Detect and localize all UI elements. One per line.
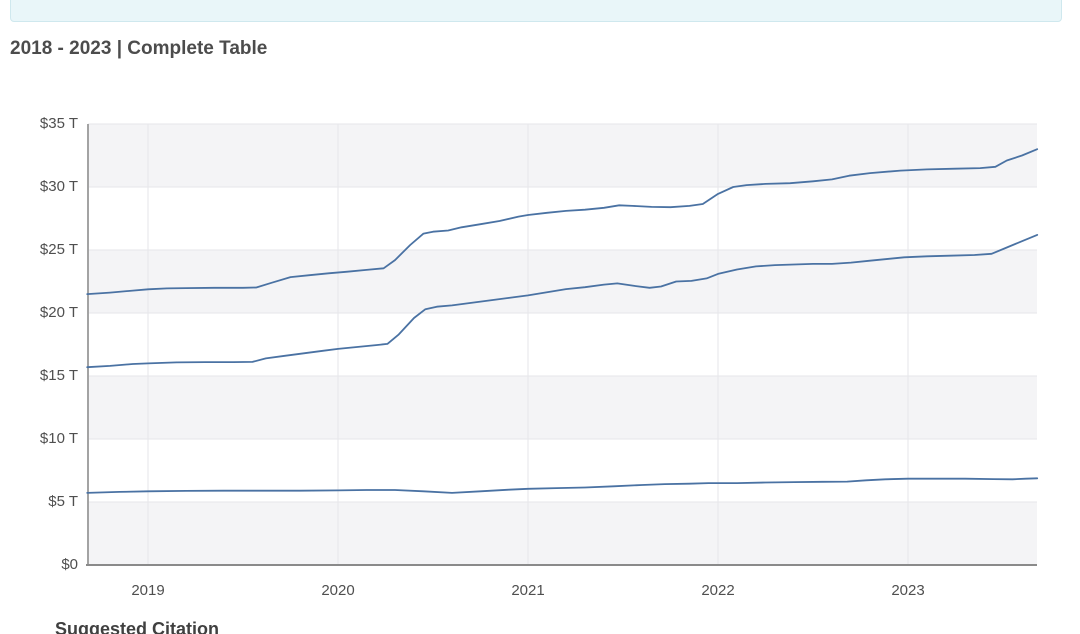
citation-heading: Suggested Citation: [55, 619, 220, 634]
band-10-15: [88, 376, 1037, 439]
y-tick-label-25: $25 T: [39, 241, 78, 258]
y-tick-label-0: $0: [61, 556, 78, 573]
info-banner: [10, 0, 1062, 22]
band-20-25: [88, 250, 1037, 313]
y-tick-label-5: $5 T: [48, 493, 78, 510]
y-tick-label-20: $20 T: [39, 304, 78, 321]
x-tick-label-2021: 2021: [511, 582, 545, 599]
y-tick-label-30: $30 T: [39, 178, 78, 195]
x-tick-label-2019: 2019: [131, 582, 165, 599]
page-title: 2018 - 2023 | Complete Table: [10, 38, 268, 59]
x-tick-label-2022: 2022: [701, 582, 735, 599]
band-30-35: [88, 124, 1037, 187]
x-tick-label-2020: 2020: [321, 582, 355, 599]
band-0-5: [88, 502, 1037, 565]
x-tick-label-2023: 2023: [891, 582, 925, 599]
y-tick-label-35: $35 T: [39, 115, 78, 132]
series-middle-line[interactable]: [86, 233, 1039, 369]
y-tick-label-15: $15 T: [39, 367, 78, 384]
series-bottom-line[interactable]: [86, 477, 1039, 494]
series-top-line[interactable]: [86, 148, 1039, 296]
y-tick-label-10: $10 T: [39, 430, 78, 447]
